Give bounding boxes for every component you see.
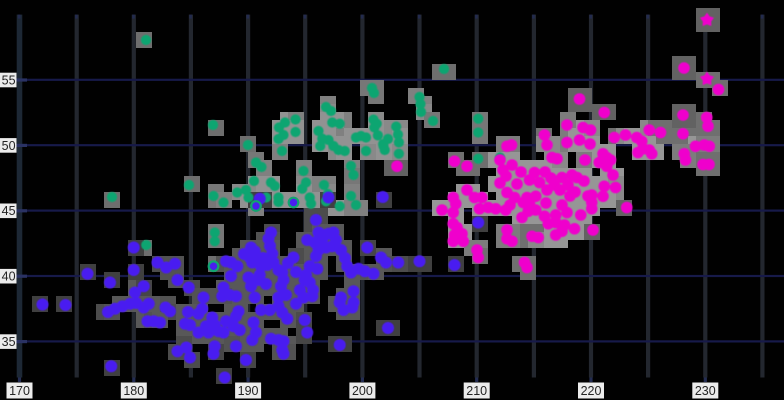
svg-text:220: 220 bbox=[581, 384, 602, 398]
svg-text:35: 35 bbox=[2, 335, 16, 349]
svg-text:40: 40 bbox=[2, 270, 16, 284]
svg-text:230: 230 bbox=[695, 384, 716, 398]
svg-text:180: 180 bbox=[123, 384, 144, 398]
svg-text:45: 45 bbox=[2, 204, 16, 218]
svg-text:210: 210 bbox=[466, 384, 487, 398]
svg-text:170: 170 bbox=[9, 384, 30, 398]
svg-text:55: 55 bbox=[2, 73, 16, 87]
svg-text:190: 190 bbox=[238, 384, 259, 398]
svg-text:200: 200 bbox=[352, 384, 373, 398]
svg-text:50: 50 bbox=[2, 139, 16, 153]
